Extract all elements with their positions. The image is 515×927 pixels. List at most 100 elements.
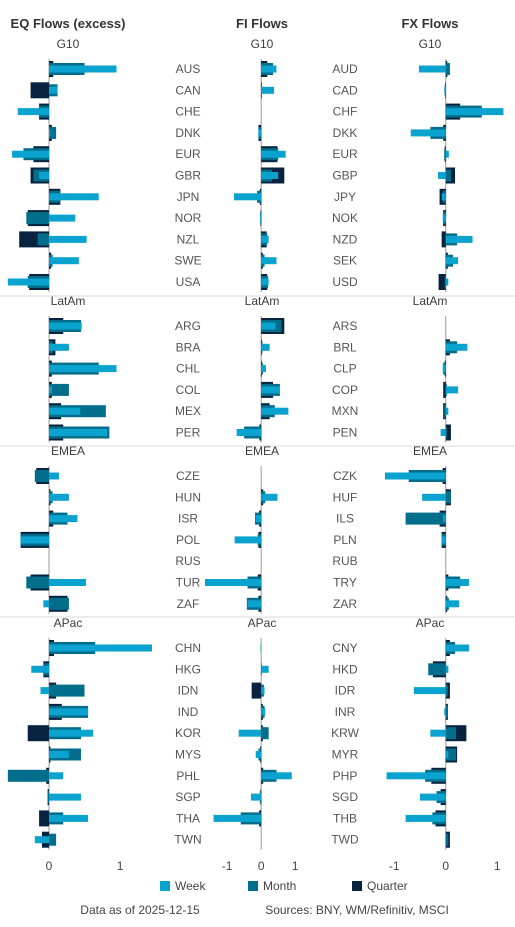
group-label: EMEA bbox=[413, 444, 447, 458]
bar-week bbox=[261, 687, 265, 695]
bar-quarter bbox=[445, 424, 451, 441]
bar-week bbox=[445, 579, 469, 586]
bar-quarter bbox=[30, 82, 50, 99]
bar-week bbox=[49, 579, 86, 586]
bar-week bbox=[205, 579, 262, 586]
category-label: SGD bbox=[332, 790, 358, 804]
group-label: EMEA bbox=[51, 444, 85, 458]
group-label: G10 bbox=[419, 37, 442, 51]
bar-week bbox=[445, 665, 449, 673]
bar-week bbox=[49, 708, 89, 716]
group-label: LatAm bbox=[413, 294, 448, 308]
bar-month bbox=[49, 597, 69, 610]
bar-week bbox=[49, 407, 81, 415]
category-label: COL bbox=[176, 383, 201, 397]
category-label: ILS bbox=[336, 512, 354, 526]
bar-week bbox=[261, 343, 270, 351]
bar-week bbox=[49, 193, 99, 201]
bar-week bbox=[49, 814, 89, 822]
bar-week bbox=[445, 108, 504, 116]
category-label: HUF bbox=[333, 490, 358, 504]
bar-week bbox=[260, 214, 262, 222]
bar-week bbox=[31, 665, 50, 673]
bar-week bbox=[413, 687, 446, 695]
group-label: G10 bbox=[57, 37, 80, 51]
bar-week bbox=[49, 751, 69, 758]
bar-week bbox=[445, 600, 460, 608]
bar-week bbox=[261, 172, 279, 179]
bar-month bbox=[49, 126, 57, 139]
category-label: TUR bbox=[176, 576, 201, 590]
bar-week bbox=[445, 257, 459, 265]
bar-month bbox=[444, 276, 446, 288]
category-label: AUS bbox=[176, 62, 201, 76]
category-label: CZK bbox=[333, 469, 357, 483]
legend-swatch bbox=[160, 881, 170, 891]
bar-month bbox=[445, 426, 447, 439]
bar-week bbox=[445, 407, 449, 415]
bar-week bbox=[442, 365, 446, 373]
category-label: GBR bbox=[175, 169, 201, 183]
bar-week bbox=[49, 86, 58, 94]
bar-week bbox=[255, 751, 262, 758]
legend-swatch bbox=[352, 881, 362, 891]
bar-month bbox=[26, 576, 50, 589]
bar-week bbox=[49, 129, 51, 137]
category-label: THA bbox=[176, 811, 200, 825]
legend-label: Month bbox=[263, 879, 296, 893]
bar-week bbox=[261, 278, 269, 286]
bar-month bbox=[405, 512, 446, 525]
category-label: BRL bbox=[333, 340, 357, 354]
bar-week bbox=[49, 214, 76, 222]
bar-week bbox=[261, 86, 275, 94]
group-label: EMEA bbox=[245, 444, 279, 458]
bar-month bbox=[26, 212, 50, 225]
bar-month bbox=[261, 727, 269, 740]
x-tick-label: 1 bbox=[494, 859, 501, 873]
category-label: ISR bbox=[178, 512, 198, 526]
bar-month bbox=[49, 684, 85, 697]
group-label: APac bbox=[248, 616, 277, 630]
bar-week bbox=[17, 108, 50, 116]
legend-swatch bbox=[248, 881, 258, 891]
category-label: CHE bbox=[175, 105, 200, 119]
bar-week bbox=[49, 472, 59, 480]
bar-week bbox=[420, 793, 446, 801]
bar-quarter bbox=[251, 682, 262, 699]
bar-week bbox=[49, 644, 152, 652]
bar-week bbox=[49, 793, 81, 801]
bar-month bbox=[7, 769, 50, 782]
bar-month bbox=[445, 684, 448, 697]
legend-label: Week bbox=[175, 879, 206, 893]
bar-week bbox=[445, 278, 449, 286]
bar-quarter bbox=[441, 231, 446, 248]
category-label: JPN bbox=[177, 190, 200, 204]
bar-week bbox=[7, 278, 50, 286]
bar-month bbox=[49, 833, 57, 846]
bar-week bbox=[440, 429, 446, 436]
bar-week bbox=[247, 600, 262, 608]
bar-week bbox=[34, 836, 50, 844]
bar-week bbox=[49, 65, 117, 73]
category-label: ARS bbox=[333, 319, 358, 333]
bar-week bbox=[261, 150, 286, 158]
category-label: HKG bbox=[175, 662, 201, 676]
category-label: COP bbox=[332, 383, 358, 397]
bar-week bbox=[445, 751, 449, 758]
bar-month bbox=[445, 727, 457, 740]
bar-month bbox=[428, 663, 446, 676]
bar-week bbox=[410, 129, 446, 137]
category-label: EUR bbox=[175, 147, 201, 161]
panel-title: FI Flows bbox=[236, 16, 288, 31]
x-tick-label: 0 bbox=[442, 859, 449, 873]
bar-week bbox=[441, 193, 446, 201]
category-label: NZL bbox=[177, 232, 200, 246]
bar-week bbox=[261, 365, 266, 373]
bar-week bbox=[49, 729, 94, 737]
category-label: DKK bbox=[333, 126, 358, 140]
footer-sources: Sources: BNY, WM/Refinitiv, MSCI bbox=[265, 903, 449, 917]
bar-week bbox=[250, 793, 262, 801]
x-tick-label: 0 bbox=[46, 859, 53, 873]
category-label: THB bbox=[333, 811, 357, 825]
group-label: APac bbox=[416, 616, 445, 630]
